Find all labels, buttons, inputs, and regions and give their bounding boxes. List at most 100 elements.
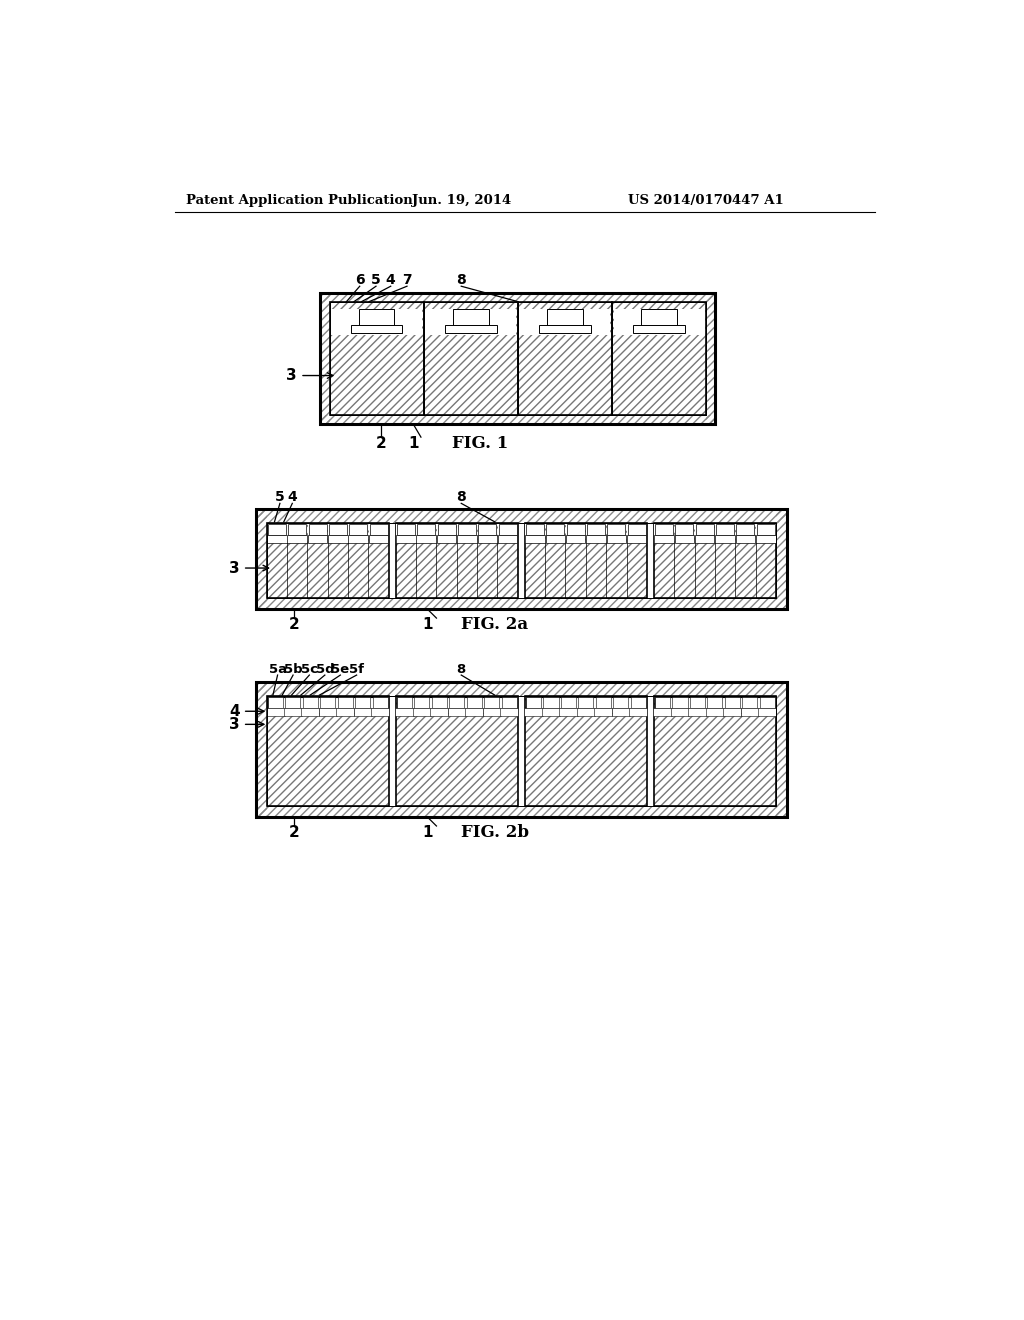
Bar: [671, 708, 689, 715]
Bar: [673, 697, 687, 708]
Text: US 2014/0170447 A1: US 2014/0170447 A1: [628, 194, 783, 207]
Bar: [266, 523, 389, 598]
Bar: [587, 524, 605, 535]
Bar: [613, 697, 629, 708]
Bar: [286, 697, 300, 708]
Bar: [266, 696, 389, 807]
Bar: [606, 535, 626, 543]
Bar: [447, 708, 466, 715]
Text: 8: 8: [457, 663, 466, 676]
Bar: [566, 535, 586, 543]
Bar: [498, 523, 517, 543]
Bar: [676, 524, 693, 535]
Bar: [256, 807, 786, 817]
Bar: [396, 697, 517, 713]
Bar: [396, 535, 416, 543]
Bar: [329, 524, 347, 535]
Bar: [655, 697, 670, 708]
Bar: [756, 535, 775, 543]
Bar: [695, 535, 715, 543]
Bar: [482, 708, 501, 715]
Bar: [519, 309, 610, 335]
Bar: [502, 697, 517, 708]
Text: 7: 7: [402, 273, 412, 286]
Bar: [267, 697, 388, 713]
Bar: [256, 598, 786, 609]
Bar: [641, 309, 677, 326]
Bar: [349, 524, 368, 535]
Bar: [542, 708, 560, 715]
Bar: [547, 524, 564, 535]
Text: 1: 1: [422, 616, 432, 632]
Bar: [321, 293, 330, 424]
Bar: [561, 697, 575, 708]
Bar: [525, 523, 545, 543]
Bar: [607, 524, 626, 535]
Bar: [350, 326, 402, 333]
Bar: [613, 309, 705, 335]
Bar: [256, 682, 786, 696]
Bar: [653, 708, 672, 715]
Text: 5f: 5f: [349, 663, 365, 676]
Bar: [627, 523, 646, 543]
Bar: [484, 697, 500, 708]
Bar: [524, 696, 647, 807]
Bar: [707, 293, 716, 424]
Text: 8: 8: [457, 490, 466, 504]
Bar: [695, 524, 714, 535]
Bar: [330, 302, 424, 414]
Bar: [715, 523, 735, 543]
Text: 3: 3: [229, 717, 240, 731]
Bar: [758, 708, 776, 715]
Bar: [371, 708, 389, 715]
Bar: [526, 524, 544, 535]
Bar: [756, 523, 775, 543]
Text: 5a: 5a: [268, 663, 287, 676]
Bar: [395, 696, 518, 807]
Bar: [256, 508, 266, 609]
Text: 2: 2: [289, 825, 299, 840]
Bar: [735, 523, 755, 543]
Bar: [706, 708, 724, 715]
Bar: [457, 523, 477, 543]
Bar: [288, 535, 307, 543]
Bar: [266, 708, 285, 715]
Bar: [437, 524, 456, 535]
Bar: [723, 708, 741, 715]
Bar: [321, 293, 716, 424]
Bar: [544, 697, 558, 708]
Bar: [369, 523, 388, 543]
Bar: [437, 523, 457, 543]
Text: 5: 5: [275, 490, 285, 504]
Bar: [524, 708, 543, 715]
Bar: [500, 708, 518, 715]
Bar: [612, 302, 707, 414]
Text: 5d: 5d: [315, 663, 334, 676]
Bar: [594, 708, 612, 715]
Bar: [526, 697, 541, 708]
Bar: [288, 524, 306, 535]
Text: 8: 8: [457, 273, 466, 286]
Bar: [654, 523, 776, 598]
Bar: [417, 535, 436, 543]
Bar: [627, 535, 646, 543]
Bar: [655, 524, 673, 535]
Bar: [395, 708, 414, 715]
Bar: [266, 696, 389, 807]
Bar: [559, 708, 578, 715]
Text: 5: 5: [371, 273, 381, 286]
Bar: [413, 708, 431, 715]
Bar: [525, 697, 646, 713]
Bar: [268, 524, 286, 535]
Text: 1: 1: [422, 825, 432, 840]
Bar: [606, 523, 626, 543]
Bar: [499, 524, 517, 535]
Bar: [628, 524, 646, 535]
Bar: [330, 302, 707, 414]
Bar: [524, 696, 647, 807]
Bar: [328, 535, 348, 543]
Bar: [396, 523, 416, 543]
Bar: [629, 708, 647, 715]
Bar: [776, 682, 786, 817]
Text: Jun. 19, 2014: Jun. 19, 2014: [412, 194, 511, 207]
